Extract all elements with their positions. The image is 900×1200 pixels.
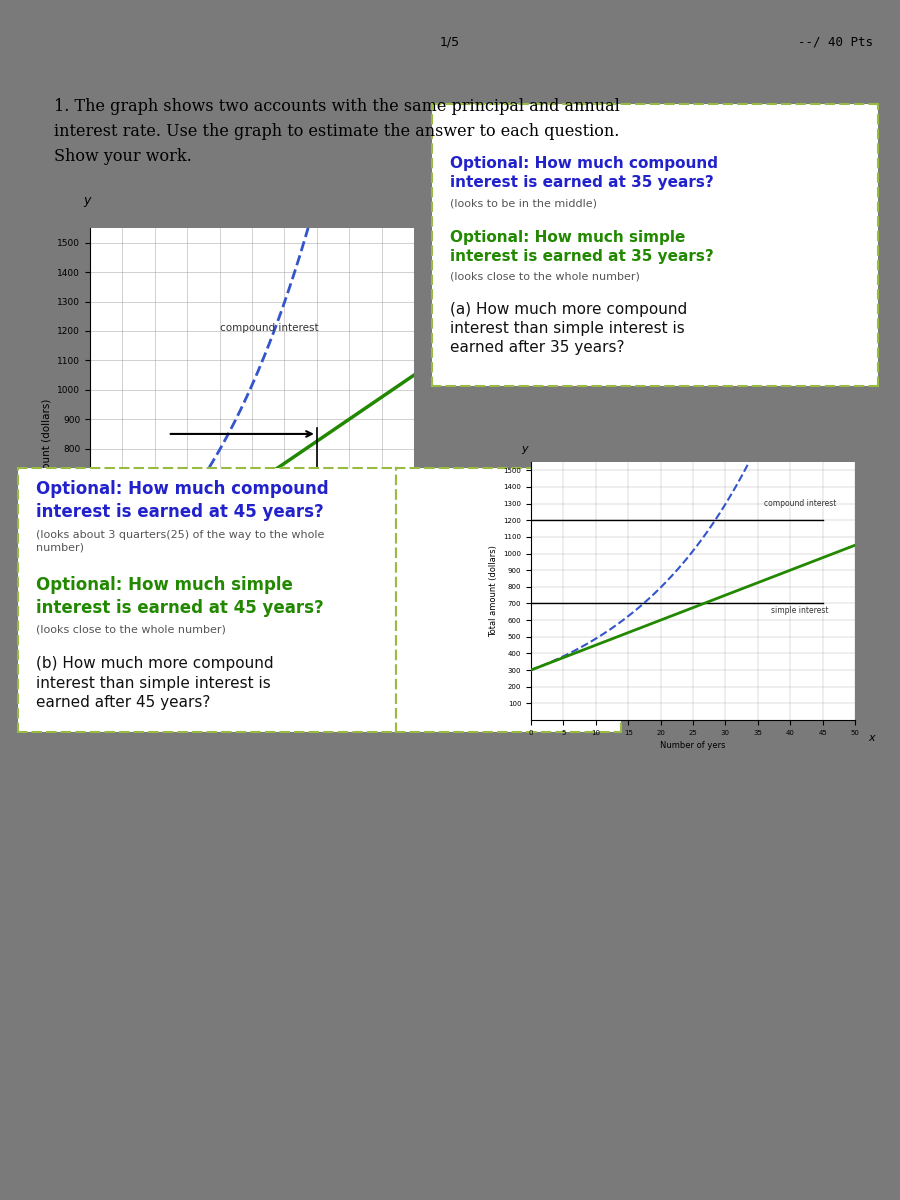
Text: (looks close to the whole number): (looks close to the whole number) (450, 271, 640, 281)
Text: 1/5: 1/5 (440, 36, 460, 48)
Text: (b) How much more compound
interest than simple interest is
earned after 45 year: (b) How much more compound interest than… (36, 656, 274, 709)
Text: (looks close to the whole number): (looks close to the whole number) (36, 624, 226, 634)
Text: --/ 40 Pts: --/ 40 Pts (798, 36, 873, 48)
Text: x: x (868, 733, 875, 743)
X-axis label: Number of years: Number of years (209, 708, 295, 719)
Text: (looks to be in the middle): (looks to be in the middle) (450, 198, 597, 208)
Text: Optional: How much simple
interest is earned at 45 years?: Optional: How much simple interest is ea… (36, 576, 324, 617)
Text: simple interest: simple interest (770, 606, 828, 616)
Text: Optional: How much compound
interest is earned at 45 years?: Optional: How much compound interest is … (36, 480, 328, 521)
Text: Optional: How much simple
interest is earned at 35 years?: Optional: How much simple interest is ea… (450, 230, 714, 264)
Y-axis label: Total amount (dollars): Total amount (dollars) (489, 545, 498, 637)
Text: 1. The graph shows two accounts with the same principal and annual
interest rate: 1. The graph shows two accounts with the… (54, 98, 620, 164)
X-axis label: Number of yers: Number of yers (661, 742, 725, 750)
Text: y: y (83, 194, 90, 208)
Text: simple interest: simple interest (297, 544, 375, 553)
Text: y: y (521, 444, 527, 454)
Text: Optional: How much compound
interest is earned at 35 years?: Optional: How much compound interest is … (450, 156, 718, 190)
Text: (looks about 3 quarters(25) of the way to the whole
number): (looks about 3 quarters(25) of the way t… (36, 530, 324, 552)
Y-axis label: Total amount (dollars): Total amount (dollars) (41, 398, 51, 514)
Text: compound interest: compound interest (220, 323, 319, 332)
Text: (a) How much more compound
interest than simple interest is
earned after 35 year: (a) How much more compound interest than… (450, 302, 688, 355)
Text: x: x (427, 708, 435, 720)
Text: compound interest: compound interest (764, 499, 837, 508)
